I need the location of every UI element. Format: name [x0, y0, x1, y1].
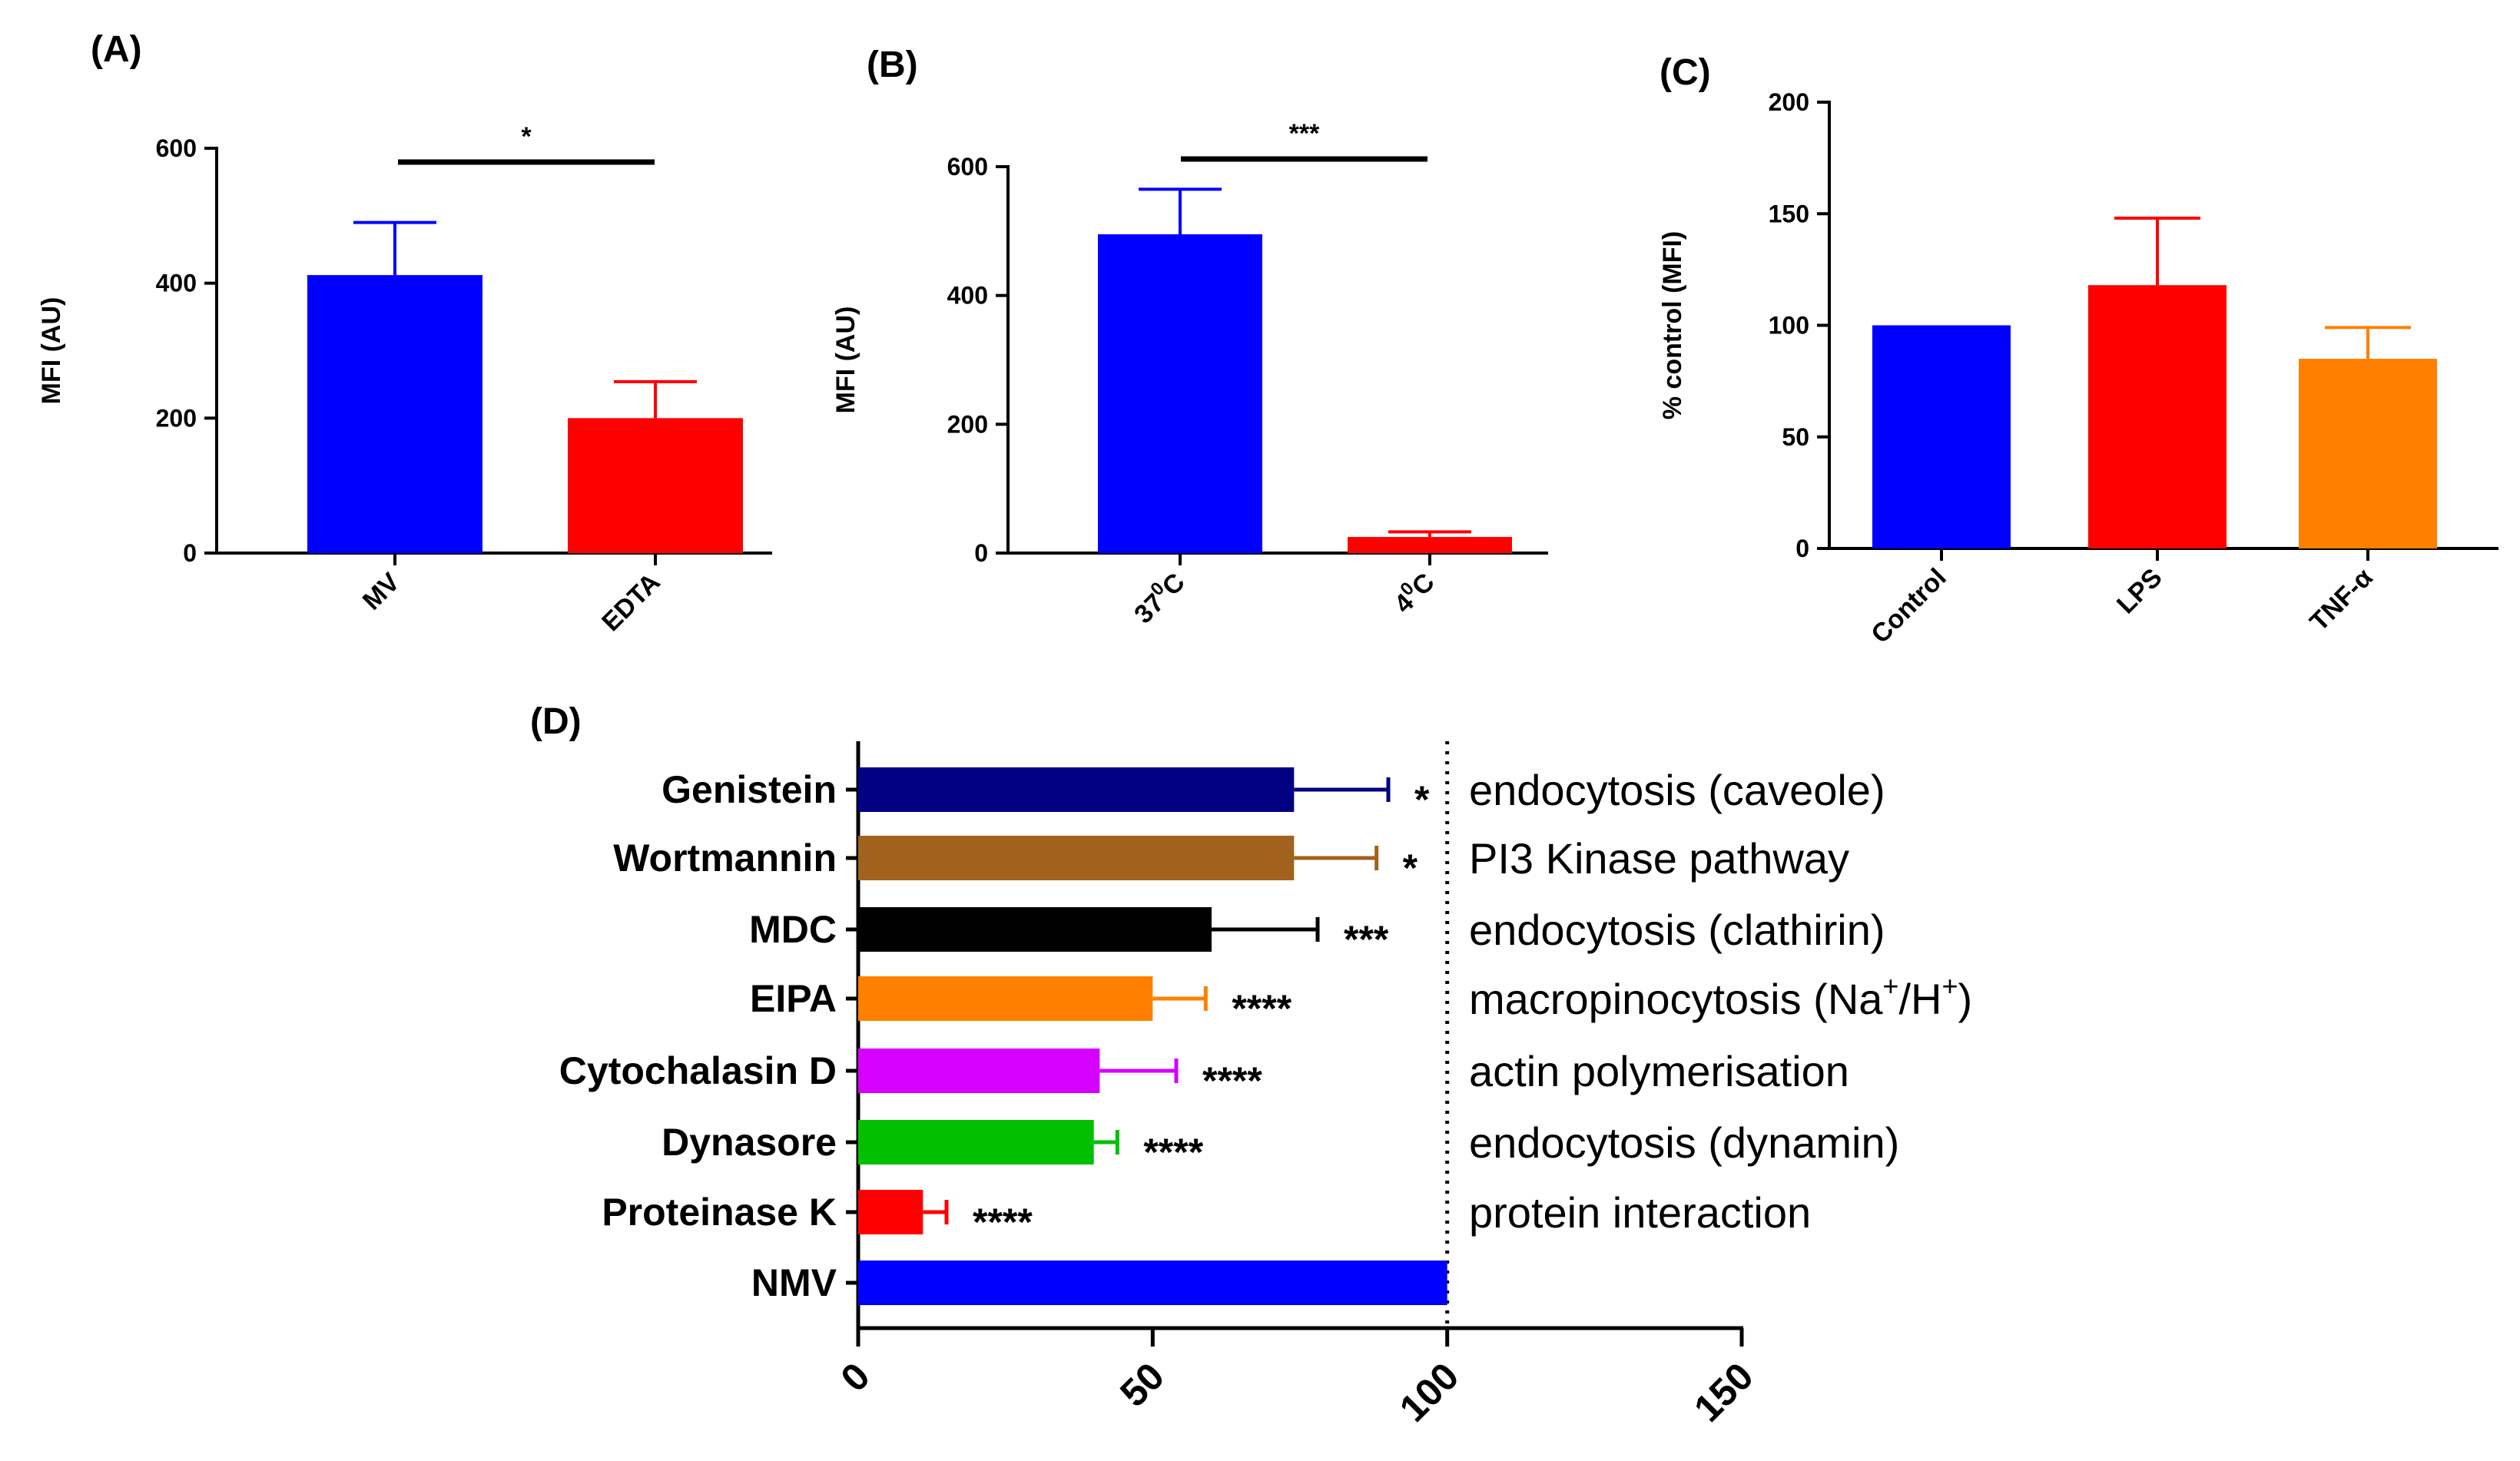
mechanism-label: endocytosis (dynamin) [1469, 1118, 1899, 1167]
bar [858, 1049, 1100, 1093]
y-tick-label: NMV [751, 1261, 837, 1304]
bar [858, 1261, 1447, 1305]
mechanism-label: macropinocytosis (Na+/H+) [1469, 970, 1972, 1023]
y-axis-label: MFI (AU) [831, 306, 860, 414]
y-tick-label: 100 [1769, 312, 1809, 340]
significance-marker: * [1403, 846, 1418, 890]
mechanism-label: PI3 Kinase pathway [1469, 834, 1849, 883]
bar [858, 907, 1212, 952]
bar [858, 767, 1295, 812]
y-axis-label: % control (MFI) [1658, 231, 1687, 420]
mechanism-label: endocytosis (clathirin) [1469, 906, 1885, 954]
y-tick-label: 200 [1769, 88, 1809, 116]
significance-marker: *** [1344, 918, 1389, 961]
bar [858, 976, 1153, 1021]
x-tick-label: TNF-α [2304, 563, 2378, 637]
bar [2088, 285, 2227, 548]
bar [307, 275, 482, 553]
mechanism-label: actin polymerisation [1469, 1047, 1849, 1095]
panel-label: (B) [867, 45, 918, 85]
y-tick-label: 0 [183, 539, 197, 567]
y-tick-label: 200 [156, 404, 197, 432]
bar [568, 418, 743, 553]
bar [1098, 234, 1262, 553]
significance-marker: **** [973, 1201, 1033, 1244]
y-tick-label: 150 [1769, 200, 1809, 227]
y-tick-label: Genistein [662, 768, 837, 811]
x-tick-label: EDTA [596, 568, 666, 638]
significance-marker: *** [1289, 119, 1320, 148]
y-tick-label: 600 [156, 134, 197, 162]
x-tick-label: 0 [833, 1354, 878, 1400]
bar [1872, 325, 2011, 548]
y-tick-label: Dynasore [662, 1121, 837, 1164]
x-tick-label: 150 [1686, 1354, 1762, 1430]
significance-marker: **** [1202, 1059, 1262, 1102]
panel-label: (D) [530, 701, 582, 742]
bar [858, 1120, 1094, 1164]
significance-marker: **** [1232, 987, 1292, 1030]
bar [858, 1190, 923, 1234]
y-tick-label: 400 [156, 270, 197, 297]
panel-label: (C) [1660, 52, 1711, 93]
x-tick-label: 50 [1112, 1354, 1172, 1415]
y-tick-label: EIPA [750, 977, 837, 1020]
x-tick-label: MV [357, 568, 406, 616]
significance-marker: **** [1143, 1131, 1203, 1174]
y-tick-label: 50 [1782, 423, 1809, 451]
significance-marker: * [1414, 778, 1430, 821]
y-tick-label: 0 [974, 539, 988, 567]
y-tick-label: 400 [947, 282, 988, 310]
x-tick-label: 40C [1386, 565, 1441, 619]
x-tick-label: LPS [2111, 563, 2168, 620]
y-tick-label: 600 [947, 153, 988, 181]
y-tick-label: 200 [947, 410, 988, 438]
x-tick-label: 100 [1391, 1354, 1467, 1430]
y-tick-label: Proteinase K [602, 1191, 837, 1234]
y-tick-label: Cytochalasin D [559, 1049, 837, 1092]
mechanism-label: endocytosis (caveole) [1469, 766, 1885, 814]
bar [1348, 537, 1512, 553]
bar [2299, 359, 2437, 548]
y-tick-label: Wortmannin [613, 837, 837, 880]
significance-marker: * [521, 122, 532, 151]
bar [858, 836, 1295, 880]
x-tick-label: 370C [1126, 565, 1191, 629]
y-axis-label: MFI (AU) [37, 297, 66, 405]
x-tick-label: Control [1865, 563, 1951, 649]
mechanism-label: protein interaction [1469, 1188, 1811, 1237]
y-tick-label: MDC [749, 908, 837, 951]
y-tick-label: 0 [1796, 535, 1809, 562]
panel-label: (A) [91, 29, 142, 70]
